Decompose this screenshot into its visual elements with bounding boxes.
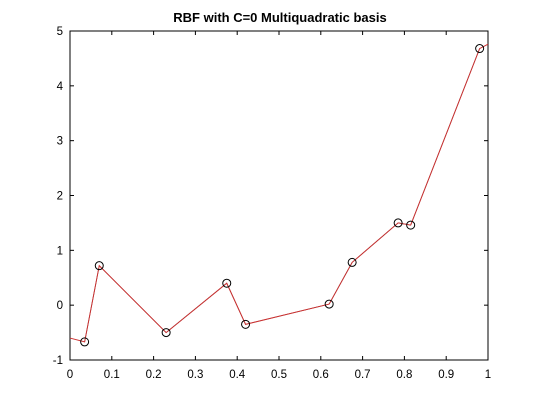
x-tick-label: 0.8 bbox=[396, 369, 412, 381]
data-point-marker bbox=[241, 319, 251, 329]
plot-area bbox=[69, 30, 489, 361]
data-point-marker bbox=[161, 328, 171, 338]
y-axis: -1 0 1 2 3 4 5 bbox=[53, 26, 488, 367]
y-tick-label: 5 bbox=[57, 26, 63, 38]
y-tick-label: 1 bbox=[57, 245, 63, 257]
y-tick-label: 0 bbox=[57, 300, 63, 312]
x-tick-label: 0.9 bbox=[438, 369, 454, 381]
data-point-marker bbox=[222, 278, 232, 288]
x-tick-label: 0.3 bbox=[187, 369, 203, 381]
y-tick-label: -1 bbox=[53, 355, 63, 367]
interpolant-line bbox=[69, 43, 489, 343]
x-tick-label: 1 bbox=[485, 369, 491, 381]
x-tick-label: 0 bbox=[67, 369, 73, 381]
y-tick-label: 4 bbox=[57, 81, 64, 93]
data-point-marker bbox=[347, 257, 357, 267]
data-point-marker bbox=[94, 261, 104, 271]
data-point-marker bbox=[324, 299, 334, 309]
x-tick-label: 0.5 bbox=[271, 369, 287, 381]
x-axis: 0 0.1 0.2 0.3 0.4 0.5 0.6 0.7 0.8 0.9 1 bbox=[67, 31, 491, 381]
y-tick-label: 2 bbox=[57, 191, 63, 203]
data-point-marker bbox=[406, 220, 416, 230]
x-tick-label: 0.1 bbox=[104, 369, 120, 381]
data-point-marker bbox=[393, 218, 403, 228]
x-tick-label: 0.4 bbox=[229, 369, 246, 381]
x-tick-label: 0.2 bbox=[146, 369, 162, 381]
x-tick-label: 0.7 bbox=[355, 369, 371, 381]
chart-title: RBF with C=0 Multiquadratic basis bbox=[173, 10, 386, 25]
x-tick-label: 0.6 bbox=[313, 369, 329, 381]
series-layer bbox=[69, 43, 489, 347]
data-point-marker bbox=[475, 44, 485, 54]
y-tick-label: 3 bbox=[57, 136, 63, 148]
data-point-marker bbox=[80, 337, 90, 347]
